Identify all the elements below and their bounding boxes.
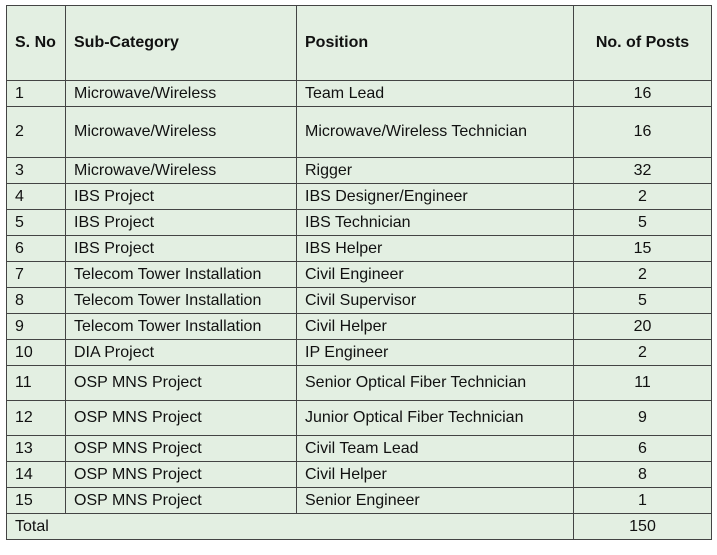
cell-posts: 8 <box>573 461 712 488</box>
cell-sno: 5 <box>6 209 66 236</box>
cell-sno: 8 <box>6 287 66 314</box>
cell-subcategory: Telecom Tower Installation <box>65 261 297 288</box>
cell-subcategory: DIA Project <box>65 339 297 366</box>
cell-subcategory: OSP MNS Project <box>65 365 297 401</box>
table-row: 11 OSP MNS Project Senior Optical Fiber … <box>6 365 712 401</box>
table-row: 3 Microwave/Wireless Rigger 32 <box>6 157 712 184</box>
cell-subcategory: Telecom Tower Installation <box>65 287 297 314</box>
cell-posts: 9 <box>573 400 712 436</box>
cell-subcategory: Microwave/Wireless <box>65 157 297 184</box>
table-row: 14 OSP MNS Project Civil Helper 8 <box>6 461 712 488</box>
cell-position: Junior Optical Fiber Technician <box>296 400 574 436</box>
table-row: 1 Microwave/Wireless Team Lead 16 <box>6 80 712 107</box>
table-header-row: S. No Sub-Category Position No. of Posts <box>6 5 712 81</box>
cell-posts: 5 <box>573 287 712 314</box>
cell-position: Senior Engineer <box>296 487 574 514</box>
table-row: 12 OSP MNS Project Junior Optical Fiber … <box>6 400 712 436</box>
header-posts: No. of Posts <box>573 5 712 81</box>
cell-subcategory: IBS Project <box>65 235 297 262</box>
cell-posts: 16 <box>573 106 712 158</box>
cell-subcategory: OSP MNS Project <box>65 435 297 462</box>
header-subcategory: Sub-Category <box>65 5 297 81</box>
cell-subcategory: OSP MNS Project <box>65 487 297 514</box>
cell-sno: 2 <box>6 106 66 158</box>
cell-sno: 13 <box>6 435 66 462</box>
table-row: 9 Telecom Tower Installation Civil Helpe… <box>6 313 712 340</box>
table-row: 2 Microwave/Wireless Microwave/Wireless … <box>6 106 712 158</box>
cell-position: Microwave/Wireless Technician <box>296 106 574 158</box>
cell-sno: 3 <box>6 157 66 184</box>
total-posts: 150 <box>573 513 712 540</box>
cell-position: Team Lead <box>296 80 574 107</box>
cell-posts: 2 <box>573 339 712 366</box>
cell-posts: 32 <box>573 157 712 184</box>
cell-posts: 1 <box>573 487 712 514</box>
cell-sno: 7 <box>6 261 66 288</box>
cell-sno: 9 <box>6 313 66 340</box>
cell-posts: 20 <box>573 313 712 340</box>
cell-sno: 1 <box>6 80 66 107</box>
cell-posts: 2 <box>573 183 712 210</box>
table-row: 7 Telecom Tower Installation Civil Engin… <box>6 261 712 288</box>
cell-position: Civil Helper <box>296 461 574 488</box>
cell-posts: 11 <box>573 365 712 401</box>
cell-sno: 11 <box>6 365 66 401</box>
cell-position: Rigger <box>296 157 574 184</box>
cell-position: IBS Helper <box>296 235 574 262</box>
cell-position: Civil Helper <box>296 313 574 340</box>
cell-sno: 12 <box>6 400 66 436</box>
posts-table: S. No Sub-Category Position No. of Posts… <box>6 5 712 540</box>
cell-posts: 16 <box>573 80 712 107</box>
cell-position: Civil Engineer <box>296 261 574 288</box>
cell-position: Civil Team Lead <box>296 435 574 462</box>
posts-table-container: S. No Sub-Category Position No. of Posts… <box>6 5 712 540</box>
total-label: Total <box>6 513 574 540</box>
table-row: 4 IBS Project IBS Designer/Engineer 2 <box>6 183 712 210</box>
cell-subcategory: Microwave/Wireless <box>65 106 297 158</box>
table-row: 8 Telecom Tower Installation Civil Super… <box>6 287 712 314</box>
cell-posts: 5 <box>573 209 712 236</box>
cell-subcategory: IBS Project <box>65 183 297 210</box>
cell-sno: 14 <box>6 461 66 488</box>
cell-sno: 4 <box>6 183 66 210</box>
cell-subcategory: Microwave/Wireless <box>65 80 297 107</box>
total-row: Total 150 <box>6 513 712 540</box>
cell-subcategory: Telecom Tower Installation <box>65 313 297 340</box>
cell-subcategory: IBS Project <box>65 209 297 236</box>
cell-subcategory: OSP MNS Project <box>65 461 297 488</box>
cell-subcategory: OSP MNS Project <box>65 400 297 436</box>
cell-sno: 15 <box>6 487 66 514</box>
table-row: 10 DIA Project IP Engineer 2 <box>6 339 712 366</box>
cell-position: IP Engineer <box>296 339 574 366</box>
header-sno: S. No <box>6 5 66 81</box>
table-row: 15 OSP MNS Project Senior Engineer 1 <box>6 487 712 514</box>
cell-position: IBS Designer/Engineer <box>296 183 574 210</box>
cell-sno: 10 <box>6 339 66 366</box>
table-row: 6 IBS Project IBS Helper 15 <box>6 235 712 262</box>
cell-posts: 2 <box>573 261 712 288</box>
cell-position: Senior Optical Fiber Technician <box>296 365 574 401</box>
cell-sno: 6 <box>6 235 66 262</box>
cell-posts: 15 <box>573 235 712 262</box>
cell-posts: 6 <box>573 435 712 462</box>
table-row: 5 IBS Project IBS Technician 5 <box>6 209 712 236</box>
cell-position: Civil Supervisor <box>296 287 574 314</box>
header-position: Position <box>296 5 574 81</box>
table-row: 13 OSP MNS Project Civil Team Lead 6 <box>6 435 712 462</box>
cell-position: IBS Technician <box>296 209 574 236</box>
